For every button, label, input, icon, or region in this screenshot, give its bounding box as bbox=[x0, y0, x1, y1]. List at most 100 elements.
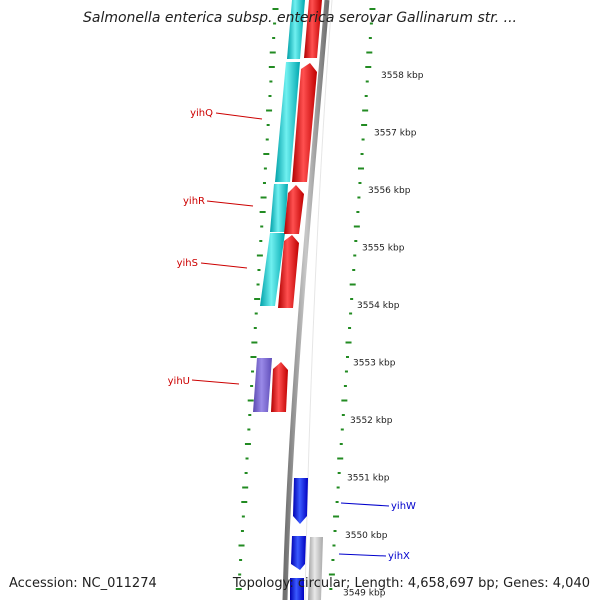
scale-ticks: 3558 kbp 3557 kbp 3556 kbp 3555 kbp 3554 kbp… bbox=[343, 71, 424, 599]
tick-label: 3556 kbp bbox=[368, 186, 411, 196]
gc-dot bbox=[263, 153, 270, 155]
tick-label: 3558 kbp bbox=[381, 71, 424, 81]
gc-dot bbox=[356, 211, 360, 213]
gc-dot bbox=[239, 559, 243, 561]
gc-dot bbox=[260, 225, 264, 228]
leader-line-yihR bbox=[206, 200, 254, 207]
gc-dot bbox=[337, 472, 341, 474]
tick-label: 3557 kbp bbox=[374, 129, 417, 139]
gc-dot bbox=[358, 182, 362, 184]
cog-ring bbox=[253, 0, 323, 600]
gc-dot bbox=[254, 312, 258, 315]
gene-label-yihR: yihR bbox=[183, 196, 205, 207]
gc-dot bbox=[259, 211, 266, 213]
gc-dot bbox=[366, 51, 373, 54]
tick-label: 3550 kbp bbox=[345, 531, 388, 541]
gc-dot bbox=[369, 8, 376, 10]
gc-dot bbox=[344, 370, 348, 373]
gene-labels-right: yihW yihX bbox=[338, 501, 416, 562]
cog-bar-yihR bbox=[270, 184, 288, 232]
gc-dot bbox=[266, 109, 273, 112]
gc-dot bbox=[345, 356, 349, 358]
map-title: Salmonella enterica subsp. enterica sero… bbox=[83, 10, 517, 26]
gc-dot bbox=[357, 167, 364, 170]
gc-dot bbox=[361, 124, 368, 126]
gene-label-yihX: yihX bbox=[388, 551, 410, 562]
gc-dot bbox=[269, 51, 276, 54]
gc-dot bbox=[368, 37, 372, 39]
gene-arrow-yihP bbox=[304, 0, 322, 58]
gc-dot bbox=[235, 588, 242, 590]
cog-bar-yihS bbox=[260, 233, 285, 306]
gc-dot bbox=[240, 530, 244, 532]
gc-dot bbox=[340, 428, 344, 431]
topology-text: Topology: circular; Length: 4,658,697 bp… bbox=[232, 576, 590, 591]
gene-arrow-lower bbox=[290, 578, 304, 600]
gc-dot bbox=[348, 327, 352, 329]
gc-dot bbox=[331, 559, 335, 561]
gc-dot bbox=[251, 341, 258, 344]
gc-dot bbox=[345, 341, 352, 344]
tick-label: 3552 kbp bbox=[350, 416, 393, 426]
cog-bar-yihX bbox=[308, 537, 323, 600]
gc-dot bbox=[353, 225, 360, 228]
accession-text: Accession: NC_011274 bbox=[9, 576, 157, 591]
gc-dot bbox=[259, 240, 263, 242]
gene-arrow-yihU bbox=[271, 362, 288, 412]
gc-dot bbox=[333, 530, 337, 532]
gc-dot bbox=[262, 182, 266, 184]
gc-dot bbox=[268, 95, 272, 97]
gc-dot bbox=[247, 428, 251, 431]
gene-label-yihS: yihS bbox=[177, 258, 198, 269]
gene-arrow-yihW bbox=[293, 478, 308, 524]
gc-dot bbox=[369, 22, 373, 25]
gc-dot bbox=[343, 385, 347, 387]
gc-dot bbox=[361, 138, 365, 141]
gc-dot bbox=[336, 486, 340, 489]
gc-dot bbox=[341, 399, 348, 402]
leader-line-yihQ bbox=[215, 112, 263, 120]
gc-dot bbox=[269, 80, 273, 83]
gc-dot bbox=[250, 385, 254, 387]
gc-dot bbox=[335, 501, 339, 503]
gc-dot bbox=[329, 588, 333, 590]
gc-dot bbox=[354, 240, 358, 242]
tick-label: 3554 kbp bbox=[357, 301, 400, 311]
gc-dot bbox=[332, 544, 336, 547]
reverse-strand-genes bbox=[290, 478, 308, 600]
gc-dot bbox=[257, 269, 261, 271]
gc-dot bbox=[365, 80, 369, 83]
gene-arrow-yihQ bbox=[292, 63, 317, 182]
gc-dot bbox=[352, 269, 356, 271]
gc-dot bbox=[341, 414, 345, 416]
gc-dot bbox=[339, 443, 343, 445]
gc-content-ring-left bbox=[235, 8, 279, 590]
gc-dot bbox=[365, 66, 372, 68]
gc-dot bbox=[265, 138, 269, 141]
gc-dot bbox=[256, 254, 263, 257]
gc-dot bbox=[337, 457, 344, 460]
gc-dot bbox=[266, 124, 270, 126]
tick-label: 3553 kbp bbox=[353, 359, 396, 369]
gc-dot bbox=[268, 66, 275, 68]
leader-line-yihW bbox=[340, 502, 390, 507]
gc-dot bbox=[238, 573, 242, 576]
gc-dot bbox=[250, 356, 257, 358]
gc-dot bbox=[357, 196, 361, 199]
gc-dot bbox=[364, 95, 368, 97]
gc-dot bbox=[253, 327, 257, 329]
gene-arrow-yihS bbox=[278, 235, 299, 308]
gc-dot bbox=[251, 370, 255, 373]
tick-label: 3555 kbp bbox=[362, 244, 405, 254]
cog-bar-yihU bbox=[253, 358, 272, 412]
leader-line-yihX bbox=[338, 553, 387, 557]
gc-dot bbox=[350, 298, 354, 300]
backbone-arc bbox=[282, 0, 330, 600]
gene-arrow-yihR bbox=[284, 185, 304, 234]
gc-dot bbox=[241, 515, 245, 518]
gene-arrow-yihX bbox=[291, 536, 306, 570]
gc-dot bbox=[273, 22, 277, 25]
leader-line-yihS bbox=[200, 262, 248, 269]
gc-dot bbox=[245, 457, 249, 460]
